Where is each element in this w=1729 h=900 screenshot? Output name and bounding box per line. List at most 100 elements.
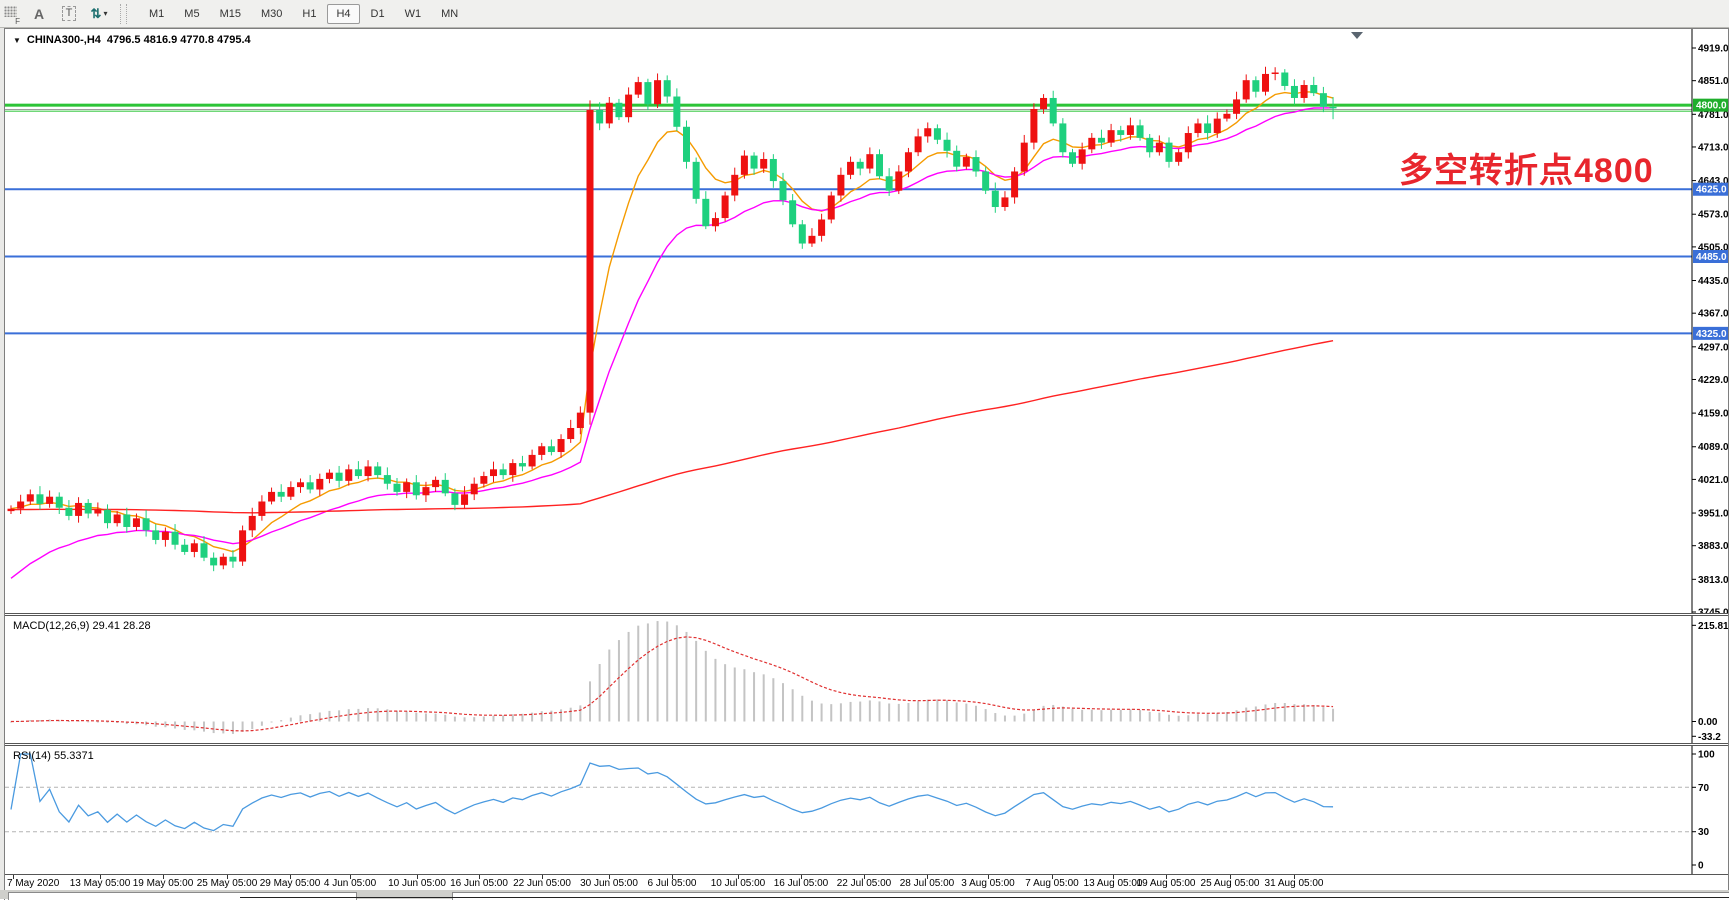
time-tick — [290, 875, 291, 879]
macd-histogram-bar — [1303, 704, 1306, 722]
macd-histogram-bar — [1196, 714, 1199, 722]
timeframe-bar: M1 M5 M15 M30 H1 H4 D1 W1 MN — [139, 3, 468, 24]
macd-histogram-bar — [579, 705, 582, 722]
candle-body — [451, 493, 459, 505]
macd-histogram-bar — [820, 703, 823, 722]
macd-histogram-bar — [10, 721, 12, 723]
macd-histogram-bar — [1129, 709, 1132, 722]
macd-histogram-bar — [357, 708, 360, 722]
candle-body — [422, 487, 430, 496]
macd-histogram-bar — [1264, 704, 1267, 722]
horizontal-line-4791[interactable] — [5, 108, 1692, 110]
time-axis[interactable]: 7 May 2020 13 May 05:00 19 May 05:00 25 May… — [5, 874, 1728, 891]
macd-histogram-bar — [743, 669, 746, 722]
candle-body — [818, 219, 826, 236]
macd-histogram-bar — [917, 701, 920, 722]
time-tick — [864, 875, 865, 879]
rsi-panel: RSI(14) 55.3371 100 70 30 0 — [5, 746, 1728, 874]
macd-histogram-bar — [1003, 715, 1006, 722]
rsi-chart-surface[interactable]: 100 70 30 0 — [5, 746, 1728, 874]
candle-body — [1165, 142, 1173, 162]
macd-histogram-bar — [936, 699, 939, 722]
time-tick — [738, 875, 739, 879]
macd-histogram-bar — [183, 721, 186, 730]
macd-histogram-bar — [116, 721, 119, 723]
macd-histogram-bar — [685, 631, 688, 722]
candle-body — [1204, 123, 1212, 134]
candle-body — [1300, 84, 1308, 98]
candle-body — [316, 478, 324, 490]
horizontal-line-4325[interactable] — [5, 332, 1692, 335]
horizontal-line-4625[interactable] — [5, 188, 1692, 191]
candle-body — [953, 150, 961, 167]
arrows-tool-button[interactable]: ⇅ ▾ — [86, 2, 112, 26]
timeframe-button-mn[interactable]: MN — [441, 7, 459, 20]
template-grid-icon[interactable]: F — [4, 5, 20, 26]
candle-body — [354, 469, 362, 477]
timeframe-button-m30[interactable]: M30 — [260, 7, 283, 20]
macd-histogram-bar — [328, 710, 331, 722]
timeframe-button-d1[interactable]: D1 — [370, 7, 385, 20]
macd-histogram-bar — [1225, 712, 1228, 722]
time-tick — [927, 875, 928, 879]
candle-body — [393, 483, 401, 492]
panel-separator[interactable] — [5, 613, 1728, 616]
macd-histogram-bar — [994, 713, 997, 722]
candle-body — [36, 494, 44, 504]
macd-histogram-bar — [782, 683, 784, 722]
collapse-triangle-icon[interactable]: ▼ — [13, 35, 21, 45]
chart-shift-icon[interactable] — [1351, 32, 1363, 39]
macd-histogram-bar — [531, 712, 534, 722]
timeframe-button-w1[interactable]: W1 — [404, 7, 422, 20]
horizontal-line-4787.5[interactable] — [5, 110, 1692, 112]
candle-body — [200, 543, 208, 558]
macd-histogram-bar — [222, 721, 225, 734]
candle-body — [190, 543, 198, 552]
text-a-tool-button[interactable]: A — [26, 2, 52, 26]
time-tick — [163, 875, 164, 879]
text-label-tool-button[interactable]: T — [56, 2, 82, 26]
macd-chart-surface[interactable]: 215.81 0.00 -33.2 — [5, 616, 1728, 743]
main-chart-panel: ▼ CHINA300-,H4 4796.5 4816.9 4770.8 4795… — [5, 29, 1728, 613]
price-tick-label: 4229.0 — [1698, 375, 1728, 386]
time-label: 30 Jun 05:00 — [580, 878, 638, 889]
macd-histogram-bar — [646, 623, 649, 722]
timeframe-button-m1[interactable]: M1 — [149, 7, 165, 20]
macd-histogram-bar — [67, 720, 70, 722]
candle-body — [509, 463, 517, 476]
macd-tick-label: -33.2 — [1698, 732, 1721, 743]
candle-body — [1290, 85, 1298, 98]
candle-body — [1213, 118, 1221, 134]
candle-body — [866, 154, 874, 169]
macd-histogram-bar — [96, 721, 99, 723]
timeframe-button-m15[interactable]: M15 — [219, 7, 241, 20]
macd-histogram-bar — [511, 714, 514, 722]
time-label: 28 Jul 05:00 — [899, 878, 955, 889]
time-tick — [100, 875, 101, 879]
candle-body — [605, 102, 613, 124]
candle-body — [364, 466, 372, 477]
rsi-tick-label: 70 — [1698, 783, 1710, 794]
macd-histogram-bar — [753, 672, 756, 722]
macd-panel: MACD(12,26,9) 29.41 28.28 215.81 0.00 -33.… — [5, 616, 1728, 743]
time-label: 31 Aug 05:00 — [1264, 878, 1324, 889]
timeframe-button-h1[interactable]: H1 — [302, 7, 317, 20]
timeframe-button-m5[interactable]: M5 — [184, 7, 200, 20]
candle-body — [538, 446, 546, 455]
candle-body — [683, 126, 690, 162]
time-tick — [1294, 875, 1295, 879]
panel-separator[interactable] — [5, 743, 1728, 746]
price-badge-label: 4800.0 — [1696, 101, 1727, 112]
candle-body — [847, 161, 855, 175]
candle-body — [441, 479, 449, 494]
time-label: 6 Jul 05:00 — [647, 878, 697, 889]
horizontal-line-4800[interactable] — [5, 103, 1692, 107]
chart-text-annotation[interactable]: 多空转折点4800 — [1399, 152, 1654, 190]
candle-body — [7, 508, 15, 512]
price-chart-surface[interactable]: 4919.0 4851.0 4781.0 4713.0 4643.0 4573.0 4505… — [5, 29, 1728, 613]
macd-histogram-bar — [241, 721, 244, 732]
candle-body — [904, 152, 912, 172]
horizontal-line-4485[interactable] — [5, 255, 1692, 258]
time-tick — [227, 875, 228, 879]
timeframe-button-h4[interactable]: H4 — [327, 3, 360, 24]
